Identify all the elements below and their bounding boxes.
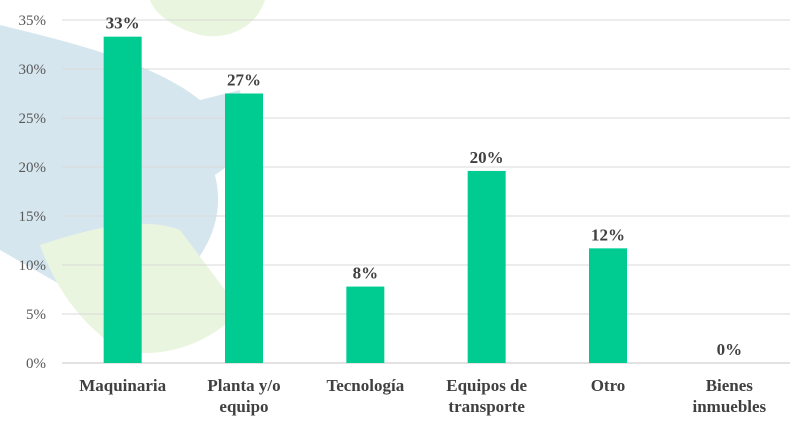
x-category-label: inmuebles	[692, 397, 766, 416]
data-label: 8%	[353, 264, 379, 283]
y-tick-label: 30%	[19, 62, 47, 78]
x-category-label: Bienes	[706, 376, 754, 395]
y-tick-label: 5%	[26, 307, 46, 323]
y-axis-tick-labels: 0% 5% 10% 15% 20% 25% 30% 35%	[19, 13, 47, 372]
bar	[103, 36, 142, 363]
y-tick-label: 15%	[19, 209, 47, 225]
x-axis-category-labels: Maquinaria Planta y/o equipo Tecnología Equi…	[79, 376, 766, 416]
y-tick-label: 35%	[19, 13, 47, 29]
data-label: 0%	[717, 340, 743, 359]
data-label: 33%	[106, 14, 140, 33]
x-category-label: transporte	[448, 397, 525, 416]
x-category-label: Equipos de	[446, 376, 527, 395]
bar	[346, 286, 385, 363]
y-tick-label: 25%	[19, 111, 47, 127]
data-label: 20%	[470, 148, 504, 167]
data-label: 12%	[591, 225, 625, 244]
y-tick-label: 0%	[26, 356, 46, 372]
y-tick-label: 10%	[19, 258, 47, 274]
bar	[589, 248, 627, 363]
x-category-label: equipo	[219, 397, 268, 416]
x-category-label: Maquinaria	[79, 376, 166, 395]
bar	[225, 93, 263, 363]
gridlines	[62, 19, 790, 364]
data-labels: 33% 27% 8% 20% 12% 0%	[106, 14, 742, 359]
bars	[103, 36, 627, 363]
data-label: 27%	[227, 71, 261, 90]
background-leaf-shape-top	[150, 0, 265, 37]
x-category-label: Tecnología	[326, 376, 404, 395]
x-category-label: Planta y/o	[207, 376, 280, 395]
y-tick-label: 20%	[19, 160, 47, 176]
bar	[467, 170, 506, 363]
x-category-label: Otro	[591, 376, 626, 395]
